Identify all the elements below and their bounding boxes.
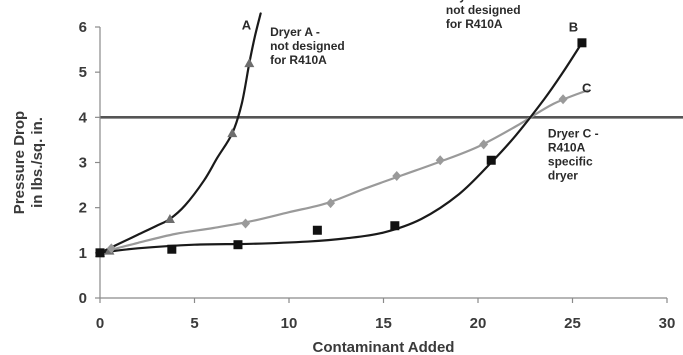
x-tick-label: 5 bbox=[190, 315, 198, 332]
series-line-b bbox=[98, 41, 584, 254]
data-point-c bbox=[106, 243, 116, 254]
y-axis-title-line-2: in lbs./sq. in. bbox=[29, 117, 46, 208]
y-tick-label: 2 bbox=[79, 200, 87, 217]
series-label-b: B bbox=[569, 20, 578, 35]
series-line-c bbox=[98, 89, 589, 254]
annotation-line: Dryer B - bbox=[446, 0, 497, 3]
annotation-line: dryer bbox=[548, 169, 578, 183]
annotation-line: R410A bbox=[548, 141, 586, 155]
data-point-c bbox=[479, 139, 489, 150]
axes: 0 1 2 3 4 5 6 0 5 10 15 20 25 30 bbox=[79, 19, 676, 332]
y-axis-title-line-1: Pressure Drop bbox=[11, 111, 28, 214]
y-tick-label: 4 bbox=[79, 109, 88, 126]
data-point-b bbox=[167, 244, 177, 254]
annotation-line: not designed bbox=[270, 39, 345, 53]
x-tick-label: 15 bbox=[375, 315, 392, 332]
y-tick-label: 5 bbox=[79, 64, 87, 81]
x-tick-label: 30 bbox=[659, 315, 676, 332]
data-point-c bbox=[326, 198, 336, 209]
series-label-a: A bbox=[242, 17, 252, 32]
data-point-b bbox=[233, 240, 243, 250]
x-axis-title: Contaminant Added bbox=[313, 339, 455, 355]
annotation-line: not designed bbox=[446, 3, 521, 17]
data-point-b bbox=[577, 38, 587, 48]
data-point-b bbox=[95, 248, 105, 258]
annotation-line: for R410A bbox=[446, 17, 503, 31]
data-point-b bbox=[486, 155, 496, 165]
data-point-b bbox=[390, 221, 400, 231]
annotation-line: for R410A bbox=[270, 53, 327, 67]
series-labels: A B C bbox=[242, 17, 592, 95]
data-point-b bbox=[312, 225, 322, 235]
data-point-c bbox=[435, 155, 445, 166]
y-tick-label: 0 bbox=[79, 290, 87, 307]
y-tick-label: 6 bbox=[79, 19, 87, 36]
series-label-c: C bbox=[582, 80, 592, 95]
series-markers bbox=[95, 38, 587, 258]
data-point-a bbox=[244, 58, 255, 68]
x-tick-label: 10 bbox=[281, 315, 298, 332]
y-tick-label: 1 bbox=[79, 245, 87, 262]
data-point-a bbox=[227, 128, 238, 138]
x-tick-label: 20 bbox=[470, 315, 487, 332]
data-point-a bbox=[164, 213, 175, 223]
data-point-c bbox=[392, 171, 402, 182]
series-line-a bbox=[98, 12, 262, 254]
y-tick-label: 3 bbox=[79, 155, 87, 172]
annotation-line: specific bbox=[548, 155, 593, 169]
x-tick-label: 25 bbox=[564, 315, 581, 332]
x-tick-label: 0 bbox=[96, 315, 104, 332]
data-point-c bbox=[558, 94, 568, 105]
annotation-line: Dryer C - bbox=[548, 127, 599, 141]
annotation-line: Dryer A - bbox=[270, 25, 320, 39]
data-point-c bbox=[241, 218, 251, 229]
